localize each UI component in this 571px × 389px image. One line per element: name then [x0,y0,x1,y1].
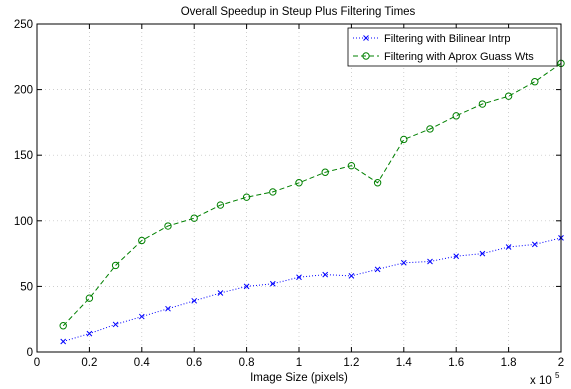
series-line-gauss [62,62,562,327]
legend-marker-gauss [362,52,370,60]
data-point-bilinear [479,250,486,257]
data-point-bilinear [348,273,355,279]
data-point-bilinear [453,253,460,260]
data-point-gauss [321,168,329,176]
data-point-gauss [531,78,539,86]
data-point-gauss [85,294,94,302]
x-tick-label: 1.6 [448,357,464,369]
series-layer [59,59,565,345]
data-point-bilinear [191,297,198,304]
x-tick-label: 1 [296,357,302,369]
data-point-gauss [426,125,434,133]
legend-label-bilinear: Filtering with Bilinear Intrp [384,33,511,45]
series-line-bilinear [63,237,562,342]
y-tick-label: 200 [14,85,33,97]
data-point-bilinear [531,241,538,248]
data-point-gauss [59,322,67,330]
data-point-gauss [478,100,487,108]
data-point-gauss [452,112,460,120]
x-tick-label: 1.8 [501,357,517,369]
data-point-bilinear [217,290,224,296]
data-point-bilinear [165,305,171,312]
x-tick-label: 2 [558,357,564,369]
data-point-gauss [347,161,356,170]
y-tick-label: 100 [14,216,33,228]
data-point-bilinear [138,313,145,320]
axis-ticks: 0 0.2 0.4 0.6 0.8 1 1.2 1.4 1.6 1.8 2 0 50 100 150 200 2… [14,19,564,369]
x-axis-multiplier: x 10 5 [530,371,560,387]
x-tick-label: 0.6 [186,357,202,369]
data-point-gauss [216,201,225,209]
y-tick-label: 50 [20,281,33,293]
data-point-gauss [269,188,277,196]
y-tick-label: 150 [14,150,33,162]
x-tick-label: 1.4 [396,357,413,369]
data-point-gauss [504,92,513,100]
x-tick-label: 0 [34,357,40,369]
chart-title: Overall Speedup in Steup Plus Filtering … [181,6,416,18]
data-point-bilinear [269,280,276,287]
x-axis-multiplier-exponent: 5 [555,371,560,380]
x-axis-label: Image Size (pixels) [250,372,348,384]
data-point-bilinear [427,258,433,265]
legend: Filtering with Bilinear Intrp Filtering … [347,27,558,67]
legend-box [347,27,558,67]
data-point-bilinear [60,338,67,345]
data-point-gauss [373,179,382,187]
x-axis-multiplier-base: x 10 [530,375,552,387]
data-point-gauss [190,214,198,222]
grid-lines [37,24,561,352]
y-tick-label: 250 [14,19,33,31]
data-point-gauss [164,222,172,230]
legend-label-gauss: Filtering with Aprox Guass Wts [384,51,534,63]
data-point-gauss [400,135,408,144]
data-point-bilinear [505,244,512,250]
legend-marker-bilinear [363,35,369,41]
y-tick-label: 0 [27,347,33,359]
data-point-bilinear [243,283,250,290]
x-tick-label: 1.2 [343,357,359,369]
x-tick-label: 0.4 [134,357,151,369]
data-point-gauss [111,261,120,270]
x-tick-label: 0.8 [239,357,255,369]
data-point-bilinear [400,259,407,266]
data-point-bilinear [296,274,302,281]
x-tick-label: 0.2 [81,357,97,369]
data-point-bilinear [86,330,93,337]
data-point-gauss [138,236,146,245]
data-point-gauss [242,193,251,201]
data-point-bilinear [374,266,381,273]
data-point-bilinear [112,321,119,328]
data-point-gauss [295,179,303,187]
data-point-bilinear [322,271,329,278]
